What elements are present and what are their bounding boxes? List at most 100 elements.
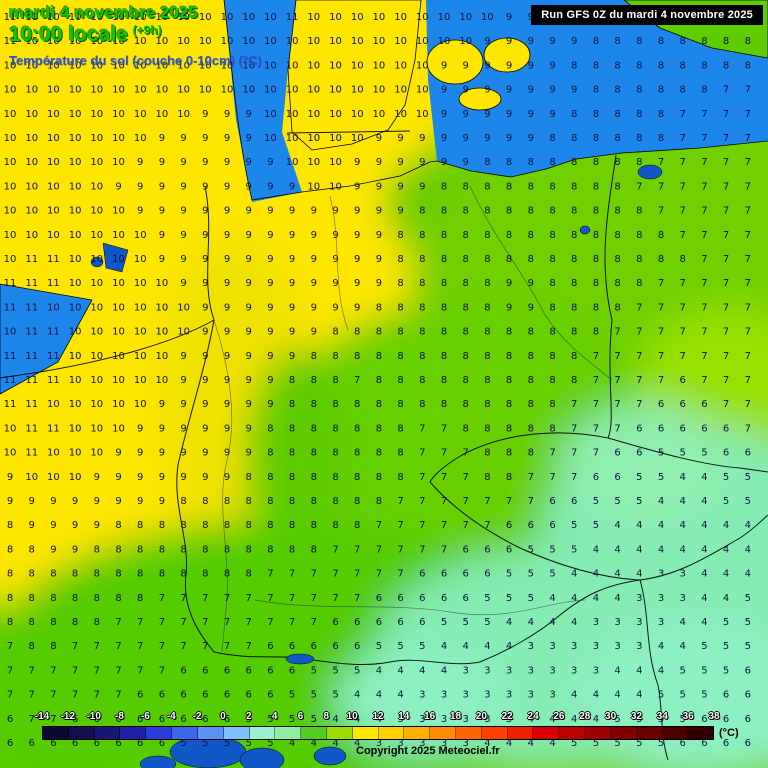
svg-text:9: 9 [115, 448, 121, 459]
svg-text:5: 5 [354, 665, 360, 676]
svg-text:7: 7 [419, 448, 425, 459]
svg-text:8: 8 [614, 278, 620, 289]
svg-text:10: 10 [69, 157, 82, 168]
svg-text:8: 8 [246, 569, 252, 580]
svg-text:8: 8 [593, 254, 599, 265]
svg-text:10: 10 [134, 351, 147, 362]
svg-text:10: 10 [329, 60, 342, 71]
svg-text:8: 8 [397, 351, 403, 362]
svg-text:11: 11 [4, 302, 17, 313]
svg-text:10: 10 [69, 375, 82, 386]
svg-text:4: 4 [701, 544, 707, 555]
svg-text:6: 6 [680, 738, 686, 749]
svg-text:9: 9 [224, 157, 230, 168]
svg-text:9: 9 [246, 109, 252, 120]
svg-text:10: 10 [156, 278, 169, 289]
svg-text:6: 6 [745, 448, 751, 459]
svg-text:8: 8 [246, 472, 252, 483]
svg-text:4: 4 [528, 714, 534, 725]
svg-text:8: 8 [549, 351, 555, 362]
svg-text:9: 9 [180, 133, 186, 144]
svg-text:9: 9 [246, 399, 252, 410]
svg-text:7: 7 [72, 665, 78, 676]
scale-label: 2 [246, 711, 252, 722]
svg-text:10: 10 [25, 157, 38, 168]
svg-text:7: 7 [701, 230, 707, 241]
svg-text:9: 9 [289, 181, 295, 192]
svg-text:8: 8 [571, 327, 577, 338]
svg-text:10: 10 [69, 351, 82, 362]
svg-text:7: 7 [267, 569, 273, 580]
svg-text:9: 9 [267, 157, 273, 168]
svg-text:4: 4 [571, 690, 577, 701]
svg-text:8: 8 [614, 133, 620, 144]
svg-text:7: 7 [571, 448, 577, 459]
svg-text:9: 9 [137, 448, 143, 459]
svg-text:10: 10 [112, 85, 125, 96]
svg-text:7: 7 [94, 641, 100, 652]
svg-text:6: 6 [680, 375, 686, 386]
svg-text:10: 10 [47, 109, 60, 120]
svg-text:10: 10 [221, 60, 234, 71]
svg-text:6: 6 [224, 665, 230, 676]
svg-text:9: 9 [180, 230, 186, 241]
svg-text:9: 9 [484, 60, 490, 71]
svg-text:6: 6 [506, 544, 512, 555]
svg-text:5: 5 [723, 472, 729, 483]
svg-text:8: 8 [311, 496, 317, 507]
svg-text:9: 9 [159, 133, 165, 144]
svg-text:5: 5 [701, 690, 707, 701]
svg-text:3: 3 [419, 714, 425, 725]
svg-text:7: 7 [246, 593, 252, 604]
svg-text:3: 3 [571, 641, 577, 652]
svg-text:8: 8 [593, 85, 599, 96]
svg-text:10: 10 [4, 109, 17, 120]
svg-text:7: 7 [180, 617, 186, 628]
svg-text:4: 4 [636, 665, 642, 676]
svg-text:5: 5 [723, 641, 729, 652]
svg-text:9: 9 [202, 157, 208, 168]
svg-text:8: 8 [7, 520, 13, 531]
svg-text:5: 5 [680, 714, 686, 725]
svg-text:5: 5 [745, 641, 751, 652]
svg-text:5: 5 [745, 593, 751, 604]
svg-text:3: 3 [463, 665, 469, 676]
svg-text:9: 9 [506, 12, 512, 23]
svg-text:5: 5 [571, 520, 577, 531]
svg-text:5: 5 [636, 738, 642, 749]
svg-text:8: 8 [549, 206, 555, 217]
svg-text:8: 8 [115, 544, 121, 555]
svg-text:6: 6 [50, 738, 56, 749]
svg-text:9: 9 [354, 181, 360, 192]
svg-text:10: 10 [4, 85, 17, 96]
svg-text:9: 9 [180, 206, 186, 217]
svg-text:7: 7 [311, 593, 317, 604]
svg-text:6: 6 [289, 665, 295, 676]
svg-text:8: 8 [506, 448, 512, 459]
jutland-peninsula [287, 0, 422, 151]
svg-text:10: 10 [307, 36, 320, 47]
svg-text:9: 9 [311, 206, 317, 217]
svg-text:4: 4 [484, 738, 490, 749]
svg-text:7: 7 [397, 520, 403, 531]
svg-text:10: 10 [481, 12, 494, 23]
svg-text:4: 4 [593, 544, 599, 555]
svg-text:4: 4 [636, 690, 642, 701]
svg-text:4: 4 [332, 738, 338, 749]
svg-text:8: 8 [484, 254, 490, 265]
svg-text:8: 8 [376, 472, 382, 483]
svg-text:11: 11 [4, 399, 17, 410]
svg-text:6: 6 [354, 641, 360, 652]
svg-text:8: 8 [593, 181, 599, 192]
svg-text:7: 7 [7, 690, 13, 701]
svg-text:9: 9 [354, 157, 360, 168]
scale-label: -14 [34, 711, 50, 722]
svg-text:6: 6 [115, 738, 121, 749]
svg-text:8: 8 [159, 520, 165, 531]
svg-text:5: 5 [636, 472, 642, 483]
svg-text:9: 9 [115, 472, 121, 483]
svg-text:3: 3 [549, 665, 555, 676]
svg-text:10: 10 [112, 423, 125, 434]
svg-text:4: 4 [636, 544, 642, 555]
svg-text:4: 4 [571, 617, 577, 628]
